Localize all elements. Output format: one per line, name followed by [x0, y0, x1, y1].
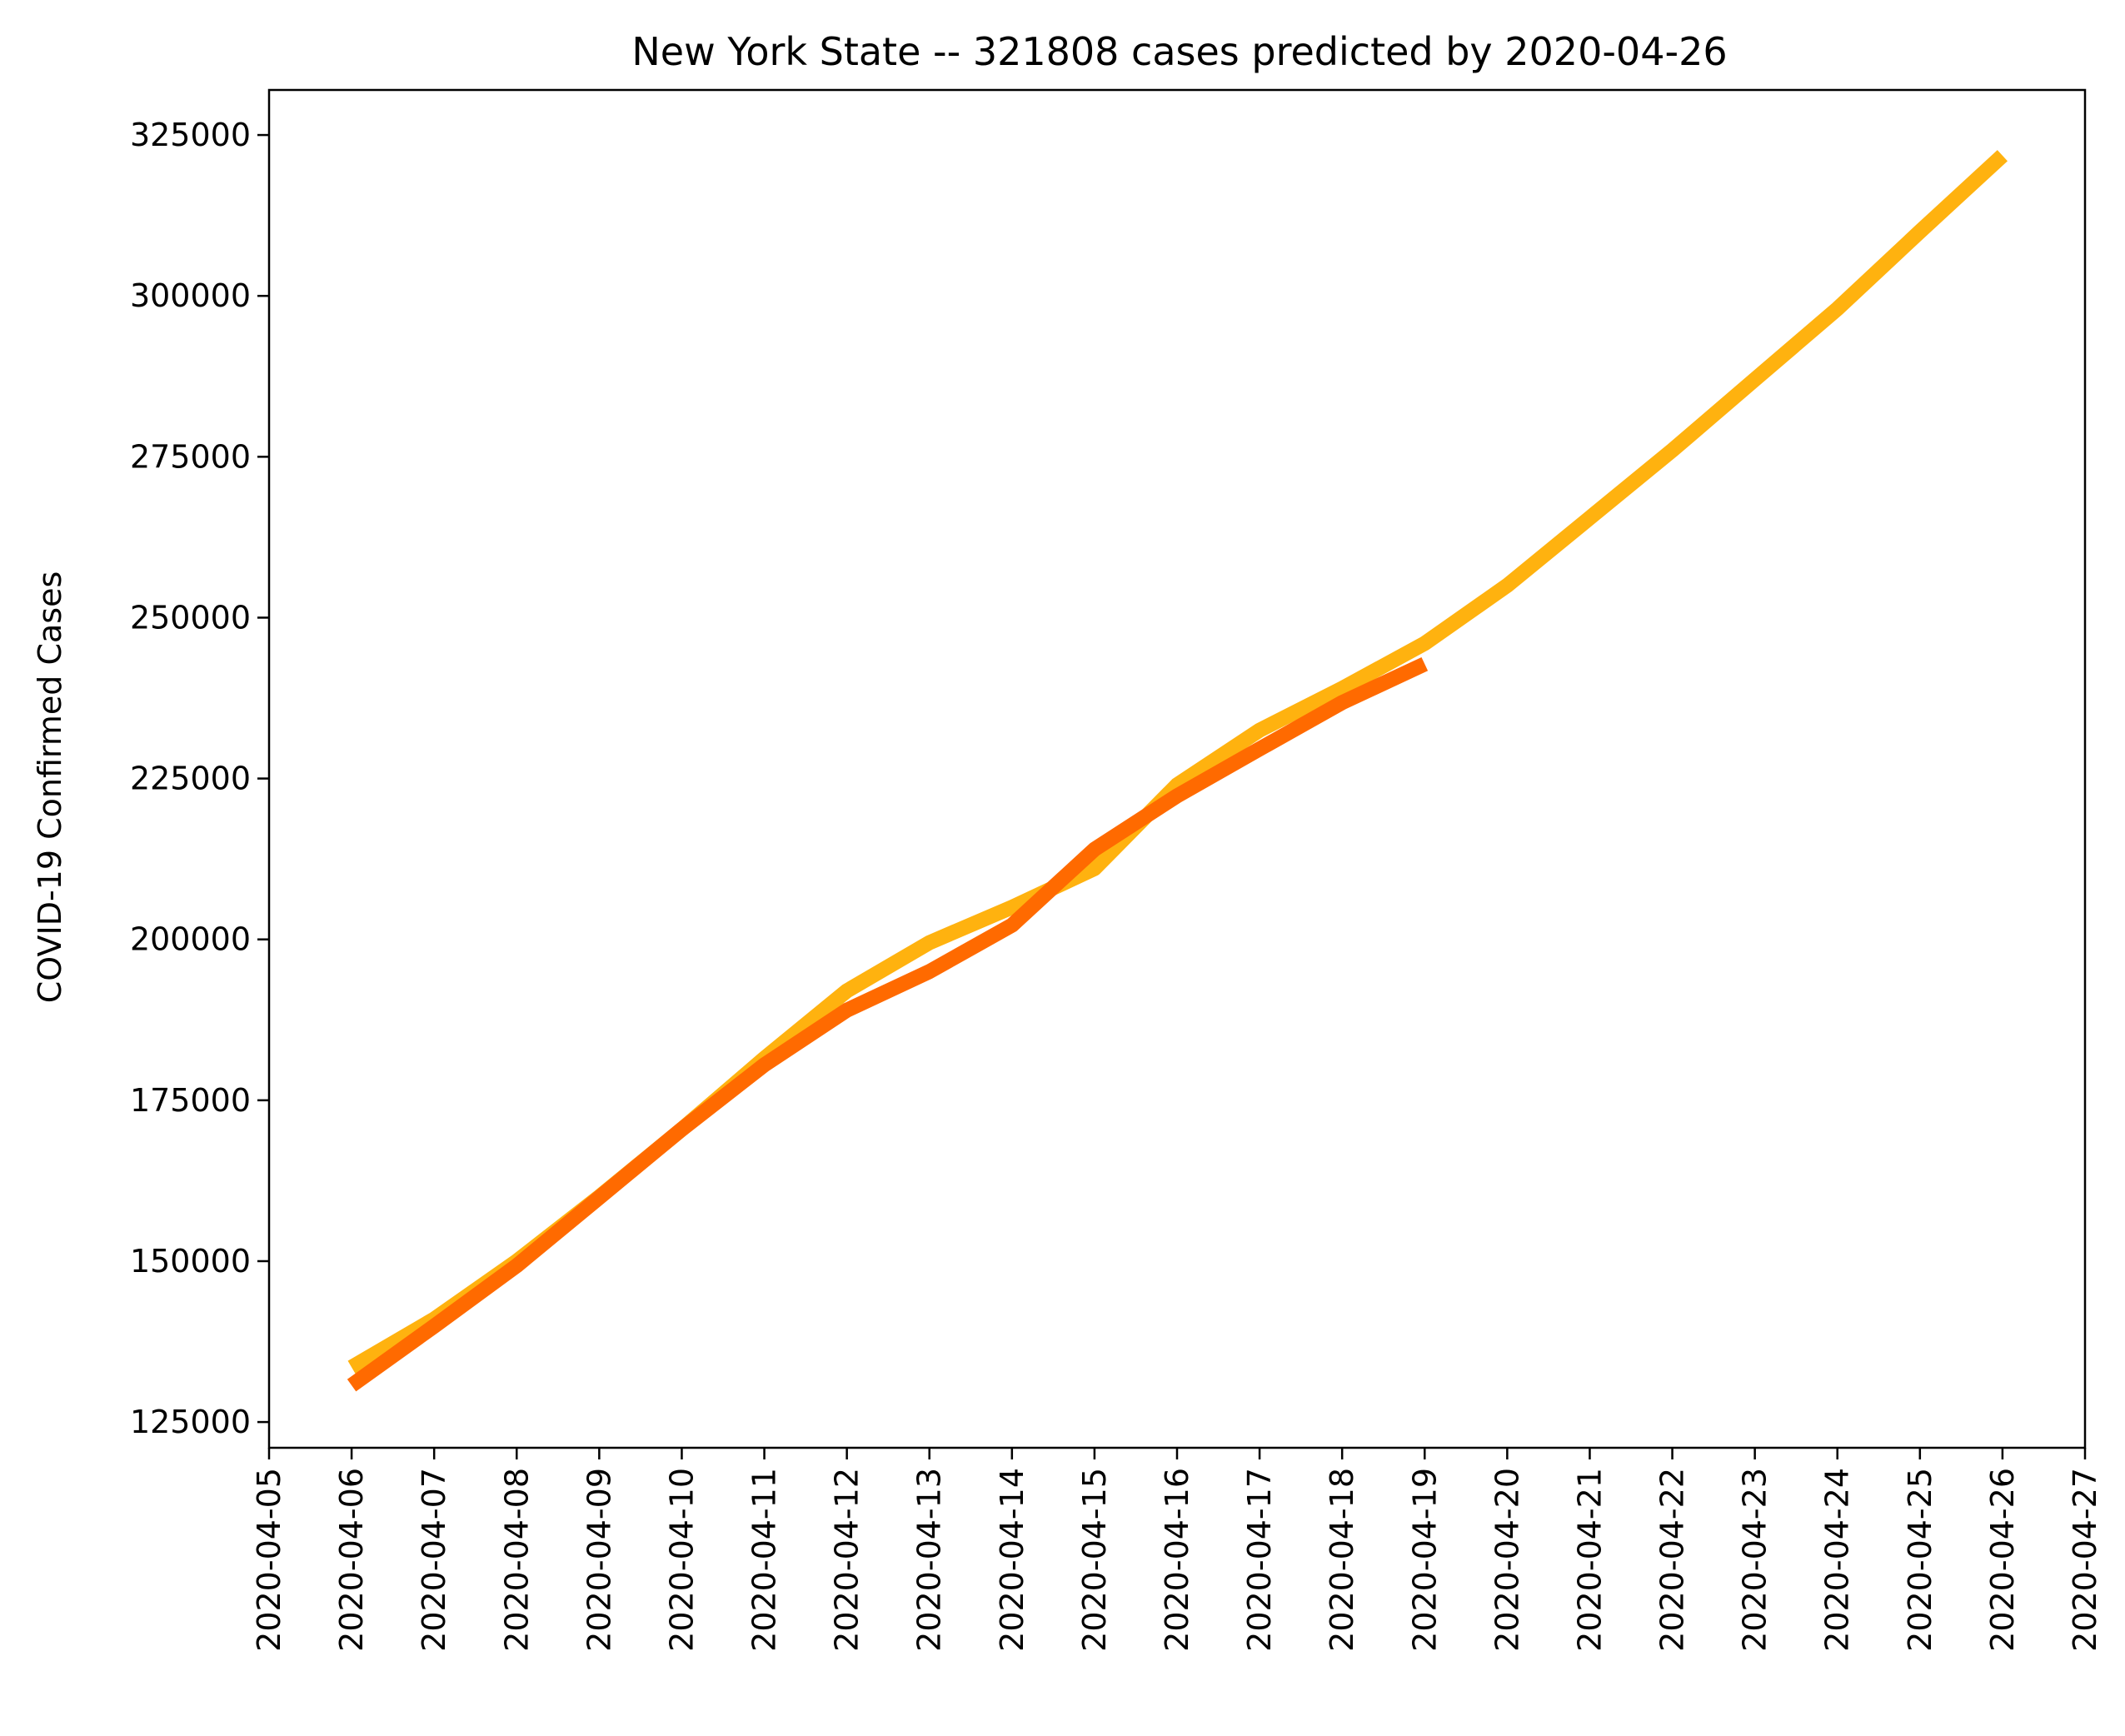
y-axis-label: COVID-19 Confirmed Cases [32, 571, 68, 1004]
x-tick-label: 2020-04-14 [994, 1468, 1030, 1652]
x-tick-label: 2020-04-17 [1241, 1468, 1278, 1652]
y-tick-label: 250000 [130, 599, 251, 636]
y-tick-label: 275000 [130, 438, 251, 475]
x-tick-label: 2020-04-15 [1076, 1468, 1113, 1652]
x-tick-label: 2020-04-06 [333, 1468, 370, 1652]
y-tick-label: 300000 [130, 277, 251, 314]
x-tick-label: 2020-04-21 [1571, 1468, 1608, 1652]
x-tick-label: 2020-04-25 [1902, 1468, 1938, 1652]
y-tick-label: 125000 [130, 1404, 251, 1440]
x-tick-label: 2020-04-20 [1489, 1468, 1525, 1652]
x-tick-label: 2020-04-12 [829, 1468, 865, 1652]
x-tick-label: 2020-04-22 [1654, 1468, 1691, 1652]
y-tick-label: 225000 [130, 761, 251, 797]
x-tick-label: 2020-04-24 [1819, 1468, 1856, 1652]
x-tick-label: 2020-04-13 [911, 1468, 948, 1652]
x-tick-label: 2020-04-19 [1406, 1468, 1443, 1652]
y-tick-label: 175000 [130, 1082, 251, 1119]
chart-title: New York State -- 321808 cases predicted… [631, 29, 1727, 74]
predicted-cases-line [347, 150, 2008, 1374]
x-tick-label: 2020-04-27 [2067, 1468, 2103, 1652]
x-tick-label: 2020-04-18 [1324, 1468, 1360, 1652]
x-tick-label: 2020-04-05 [251, 1468, 287, 1652]
x-tick-label: 2020-04-16 [1159, 1468, 1195, 1652]
x-axis-ticks: 2020-04-05 2020-04-06 2020-04-07 2020-04-08… [251, 1448, 2103, 1652]
y-tick-label: 150000 [130, 1243, 251, 1280]
y-axis-ticks: 125000 150000 175000 200000 225000 250000 2750… [130, 117, 269, 1440]
x-tick-label: 2020-04-26 [1984, 1468, 2021, 1652]
plot-area-frame [267, 88, 2087, 1449]
x-tick-label: 2020-04-08 [498, 1468, 535, 1652]
confirmed-cases-line [347, 656, 1429, 1392]
x-tick-label: 2020-04-07 [416, 1468, 452, 1652]
series-lines [347, 150, 2008, 1392]
x-tick-label: 2020-04-10 [663, 1468, 700, 1652]
x-tick-label: 2020-04-11 [746, 1468, 783, 1652]
x-tick-label: 2020-04-23 [1737, 1468, 1773, 1652]
x-tick-label: 2020-04-09 [581, 1468, 617, 1652]
y-tick-label: 200000 [130, 921, 251, 958]
y-tick-label: 325000 [130, 117, 251, 153]
